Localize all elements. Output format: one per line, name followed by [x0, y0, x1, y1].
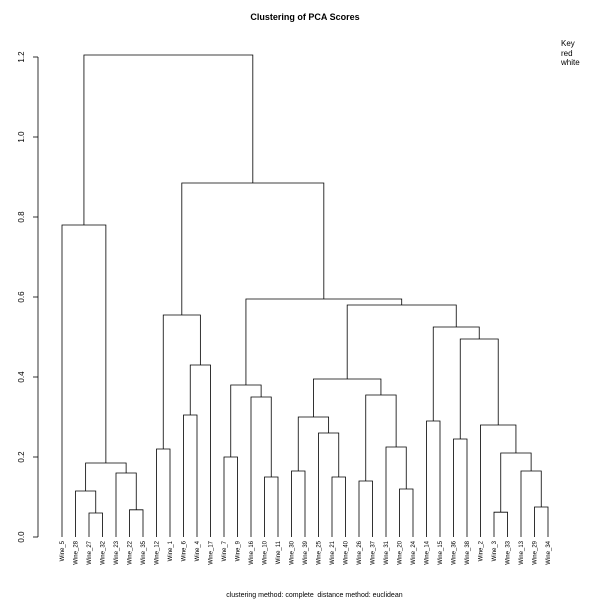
caption: clustering method: complete [226, 592, 314, 599]
dendrogram-link [426, 420, 441, 537]
leaf-label: Wine_34 [546, 540, 552, 564]
leaf-label: Wine_7 [222, 540, 228, 561]
dendrogram-link [129, 509, 144, 537]
leaf-label: Wine_39 [303, 540, 309, 564]
dendrogram-link [385, 446, 407, 537]
y-tick-label: 0.0 [17, 531, 26, 543]
dendrogram-link [291, 470, 306, 537]
leaf-label: Wine_23 [114, 540, 120, 564]
dendrogram-link [162, 314, 201, 449]
dendrogram-link [223, 456, 238, 537]
dendrogram-link [480, 424, 517, 537]
leaf-label: Wine_33 [506, 540, 512, 564]
leaf-label: Wine_1 [168, 540, 174, 561]
dendrogram-link [520, 470, 542, 537]
y-tick-label: 0.6 [17, 291, 26, 303]
dendrogram-link [88, 512, 103, 537]
leaf-label: Wine_20 [398, 540, 404, 564]
leaf-label: Wine_27 [87, 540, 93, 564]
leaf-label: Wine_29 [533, 540, 539, 564]
y-tick-label: 0.2 [17, 451, 26, 463]
leaf-label: Wine_5 [60, 540, 66, 561]
legend-entry: white [560, 58, 580, 67]
dendrogram-link [61, 224, 107, 537]
leaf-label: Wine_35 [141, 540, 147, 564]
y-tick-label: 1.0 [17, 131, 26, 143]
dendrogram-link [365, 394, 397, 481]
dendrogram-link [358, 480, 373, 537]
leaf-label: Wine_22 [128, 540, 134, 564]
dendrogram-link [534, 506, 549, 537]
leaf-label: Wine_38 [465, 540, 471, 564]
dendrogram-link [297, 416, 330, 471]
dendrogram-link [181, 182, 325, 315]
leaf-label: Wine_32 [101, 540, 107, 564]
dendrogram-link [75, 490, 97, 537]
dendrogram-link [85, 462, 127, 491]
dendrogram-link [432, 326, 480, 421]
dendrogram-link [331, 476, 346, 537]
leaf-label: Wine_4 [195, 540, 201, 561]
leaf-label: Wine_28 [74, 540, 80, 564]
y-tick-label: 1.2 [17, 51, 26, 63]
dendrogram-link [156, 448, 171, 537]
leaf-label: Wine_13 [519, 540, 525, 564]
dendrogram-link [500, 452, 532, 513]
leaf-label: Wine_11 [276, 540, 282, 564]
caption: distance method: euclidean [317, 592, 402, 599]
leaf-label: Wine_15 [438, 540, 444, 564]
leaf-label: Wine_31 [384, 540, 390, 564]
leaf-label: Wine_21 [330, 540, 336, 564]
leaf-label: Wine_14 [425, 540, 431, 564]
dendrogram-link [399, 488, 414, 537]
dendrogram-link [453, 438, 468, 537]
chart-title: Clustering of PCA Scores [250, 12, 359, 22]
dendrogram-link [115, 472, 137, 537]
leaf-label: Wine_17 [209, 540, 215, 564]
dendrogram-link [459, 338, 499, 439]
dendrogram-link [183, 414, 198, 537]
leaf-label: Wine_25 [317, 540, 323, 564]
leaf-label: Wine_30 [290, 540, 296, 564]
y-tick-label: 0.8 [17, 211, 26, 223]
leaf-label: Wine_6 [182, 540, 188, 561]
dendrogram-link [346, 304, 457, 379]
leaf-label: Wine_12 [155, 540, 161, 564]
leaf-label: Wine_9 [236, 540, 242, 561]
leaf-label: Wine_24 [411, 540, 417, 564]
leaf-label: Wine_16 [249, 540, 255, 564]
leaf-label: Wine_2 [479, 540, 485, 561]
dendrogram-link [230, 384, 262, 457]
leaf-label: Wine_3 [492, 540, 498, 561]
leaf-label: Wine_36 [452, 540, 458, 564]
leaf-label: Wine_40 [344, 540, 350, 564]
leaf-label: Wine_37 [371, 540, 377, 564]
dendrogram-link [83, 54, 254, 225]
legend-title: Key [561, 39, 575, 48]
dendrogram-link [189, 364, 211, 537]
dendrogram-link [245, 298, 403, 385]
dendrogram-link [493, 511, 508, 537]
legend-entry: red [561, 49, 573, 58]
leaf-label: Wine_10 [263, 540, 269, 564]
dendrogram-link [250, 396, 272, 537]
dendrogram-link [318, 432, 340, 537]
y-tick-label: 0.4 [17, 371, 26, 383]
dendrogram-link [264, 476, 279, 537]
dendrogram-link [313, 378, 382, 417]
leaf-label: Wine_26 [357, 540, 363, 564]
